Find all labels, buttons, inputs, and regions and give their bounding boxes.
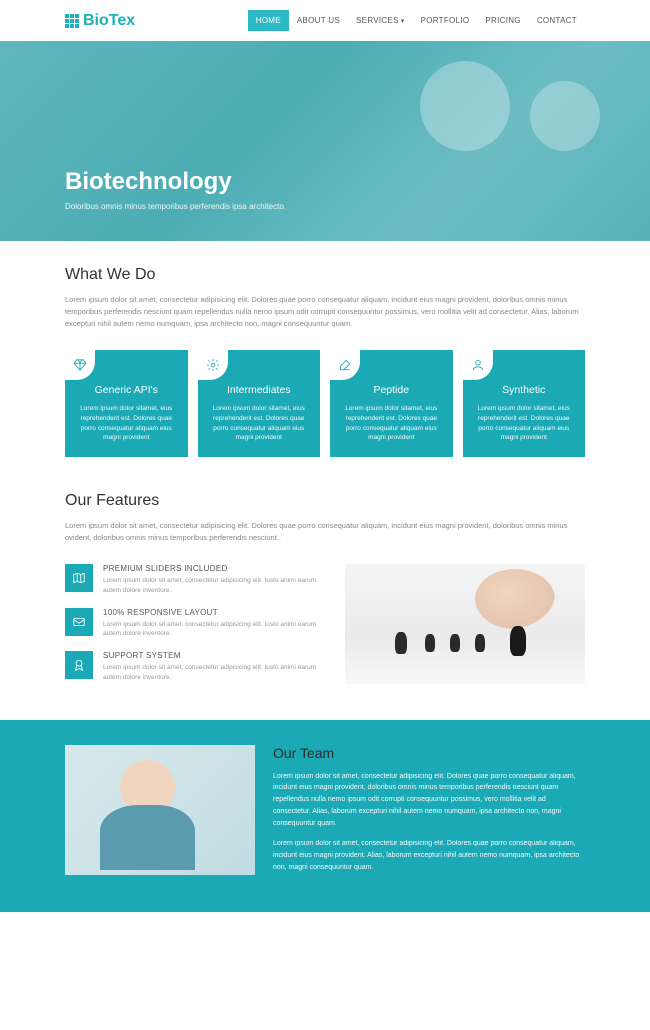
feature-text: Lorem ipsum dolor sit amet, consectetur …	[103, 576, 325, 596]
card-title: Synthetic	[471, 384, 578, 396]
main-nav: HOME ABOUT US SERVICES▾ PORTFOLIO PRICIN…	[248, 10, 585, 31]
logo[interactable]: BioTex	[65, 12, 135, 30]
nav-about[interactable]: ABOUT US	[289, 10, 348, 31]
team-paragraph: Lorem ipsum dolor sit amet, consectetur …	[273, 771, 585, 830]
feature-premium-sliders: PREMIUM SLIDERS INCLUDED Lorem ipsum dol…	[65, 564, 325, 596]
card-text: Lorem ipsum dolor sitamet, eius reprehen…	[338, 404, 445, 443]
site-header: BioTex HOME ABOUT US SERVICES▾ PORTFOLIO…	[0, 0, 650, 41]
diamond-icon	[65, 350, 95, 380]
card-text: Lorem ipsum dolor sitamet, eius reprehen…	[73, 404, 180, 443]
feature-title: SUPPORT SYSTEM	[103, 651, 325, 660]
features-list: PREMIUM SLIDERS INCLUDED Lorem ipsum dol…	[65, 564, 325, 695]
card-synthetic[interactable]: Synthetic Lorem ipsum dolor sitamet, eiu…	[463, 350, 586, 457]
nav-pricing[interactable]: PRICING	[477, 10, 528, 31]
team-section: Our Team Lorem ipsum dolor sit amet, con…	[0, 720, 650, 912]
features-text: Lorem ipsum dolor sit amet, consectetur …	[65, 520, 585, 544]
gear-icon	[198, 350, 228, 380]
team-image	[65, 745, 255, 875]
card-intermediates[interactable]: Intermediates Lorem ipsum dolor sitamet,…	[198, 350, 321, 457]
features-title: Our Features	[65, 492, 585, 510]
nav-services[interactable]: SERVICES▾	[348, 10, 413, 31]
team-title: Our Team	[273, 745, 585, 761]
card-title: Generic API's	[73, 384, 180, 396]
features-image	[345, 564, 585, 684]
edit-icon	[330, 350, 360, 380]
logo-text: BioTex	[83, 12, 135, 30]
card-text: Lorem ipsum dolor sitamet, eius reprehen…	[206, 404, 313, 443]
card-generic-apis[interactable]: Generic API's Lorem ipsum dolor sitamet,…	[65, 350, 188, 457]
badge-icon	[65, 651, 93, 679]
card-text: Lorem ipsum dolor sitamet, eius reprehen…	[471, 404, 578, 443]
feature-text: Lorem ipsum dolor sit amet, consectetur …	[103, 620, 325, 640]
feature-text: Lorem ipsum dolor sit amet, consectetur …	[103, 663, 325, 683]
feature-title: 100% RESPONSIVE LAYOUT	[103, 608, 325, 617]
mail-icon	[65, 608, 93, 636]
feature-responsive: 100% RESPONSIVE LAYOUT Lorem ipsum dolor…	[65, 608, 325, 640]
what-we-do-text: Lorem ipsum dolor sit amet, consectetur …	[65, 294, 585, 330]
user-icon	[463, 350, 493, 380]
logo-icon	[65, 14, 79, 28]
nav-contact[interactable]: CONTACT	[529, 10, 585, 31]
hero-title: Biotechnology	[65, 168, 585, 196]
what-we-do-title: What We Do	[65, 266, 585, 284]
card-title: Intermediates	[206, 384, 313, 396]
feature-support: SUPPORT SYSTEM Lorem ipsum dolor sit ame…	[65, 651, 325, 683]
chevron-down-icon: ▾	[401, 18, 405, 25]
map-icon	[65, 564, 93, 592]
nav-home[interactable]: HOME	[248, 10, 289, 31]
what-we-do-section: What We Do Lorem ipsum dolor sit amet, c…	[0, 241, 650, 482]
feature-title: PREMIUM SLIDERS INCLUDED	[103, 564, 325, 573]
team-paragraph: Lorem ipsum dolor sit amet, consectetur …	[273, 838, 585, 874]
card-peptide[interactable]: Peptide Lorem ipsum dolor sitamet, eius …	[330, 350, 453, 457]
features-section: Our Features Lorem ipsum dolor sit amet,…	[0, 482, 650, 720]
hero-subtitle: Doloribus omnis minus temporibus perfere…	[65, 202, 585, 211]
service-cards: Generic API's Lorem ipsum dolor sitamet,…	[65, 350, 585, 457]
nav-portfolio[interactable]: PORTFOLIO	[413, 10, 478, 31]
hero-banner: Biotechnology Doloribus omnis minus temp…	[0, 41, 650, 241]
card-title: Peptide	[338, 384, 445, 396]
